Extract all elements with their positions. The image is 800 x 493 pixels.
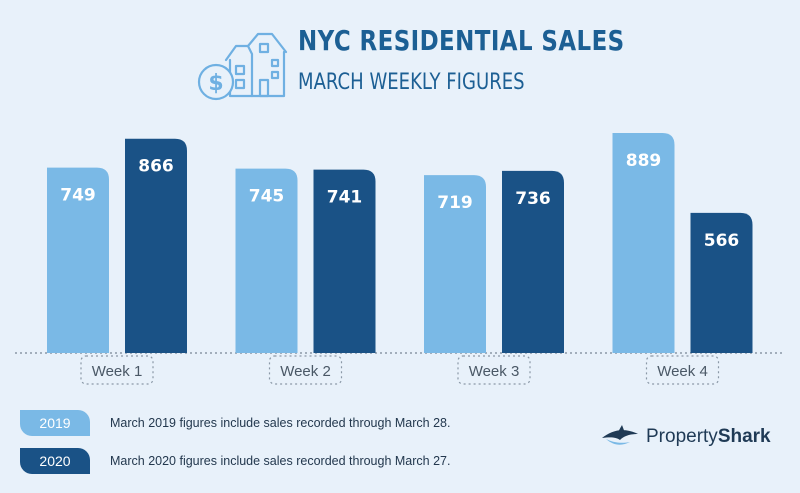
brand-name: PropertyShark	[646, 426, 771, 448]
data-label-2020-week-1: 866	[138, 157, 174, 177]
chart-subtitle: MARCH WEEKLY FIGURES	[298, 70, 525, 95]
data-label-2020-week-3: 736	[515, 189, 551, 209]
x-tick-label-1: Week 1	[92, 363, 143, 380]
data-label-2020-week-2: 741	[327, 188, 363, 208]
category-box-3	[457, 355, 531, 385]
bar-2020-week-3	[502, 170, 564, 353]
legend-note-2020: March 2020 figures include sales recorde…	[110, 454, 451, 468]
category-box-2	[268, 355, 343, 385]
legend-swatch-2019: 2019	[20, 410, 90, 436]
bar-2019-week-1	[47, 167, 109, 353]
x-tick-label-4: Week 4	[657, 363, 708, 380]
category-box-1	[80, 355, 154, 385]
x-tick-label-2: Week 2	[280, 363, 331, 380]
data-label-2020-week-4: 566	[704, 231, 740, 251]
bar-2019-week-4	[612, 133, 675, 353]
shark-logo-icon	[602, 425, 638, 445]
brand-logo: PropertyShark	[600, 424, 771, 450]
data-label-2019-week-4: 889	[626, 151, 662, 171]
legend-swatch-2020: 2020	[20, 448, 90, 474]
x-tick-label-3: Week 3	[469, 363, 520, 380]
house-dollar-icon: $	[197, 32, 288, 101]
bar-2019-week-3	[424, 175, 486, 353]
bar-2019-week-2	[235, 168, 298, 353]
data-label-2019-week-1: 749	[60, 186, 96, 206]
data-label-2019-week-2: 745	[249, 187, 285, 207]
bar-2020-week-2	[313, 169, 376, 353]
brand-name-bold: Shark	[717, 426, 771, 447]
svg-text:$: $	[208, 71, 223, 96]
chart-title: NYC RESIDENTIAL SALES	[298, 24, 625, 57]
legend-note-2019: March 2019 figures include sales recorde…	[110, 416, 451, 430]
legend-item-2020: 2020 March 2020 figures include sales re…	[20, 446, 450, 476]
data-label-2019-week-3: 719	[437, 193, 473, 213]
bar-2020-week-1	[125, 138, 187, 353]
bar-2020-week-4	[690, 212, 753, 353]
category-box-4	[645, 355, 720, 385]
legend-item-2019: 2019 March 2019 figures include sales re…	[20, 408, 450, 438]
brand-name-light: Property	[646, 426, 718, 447]
